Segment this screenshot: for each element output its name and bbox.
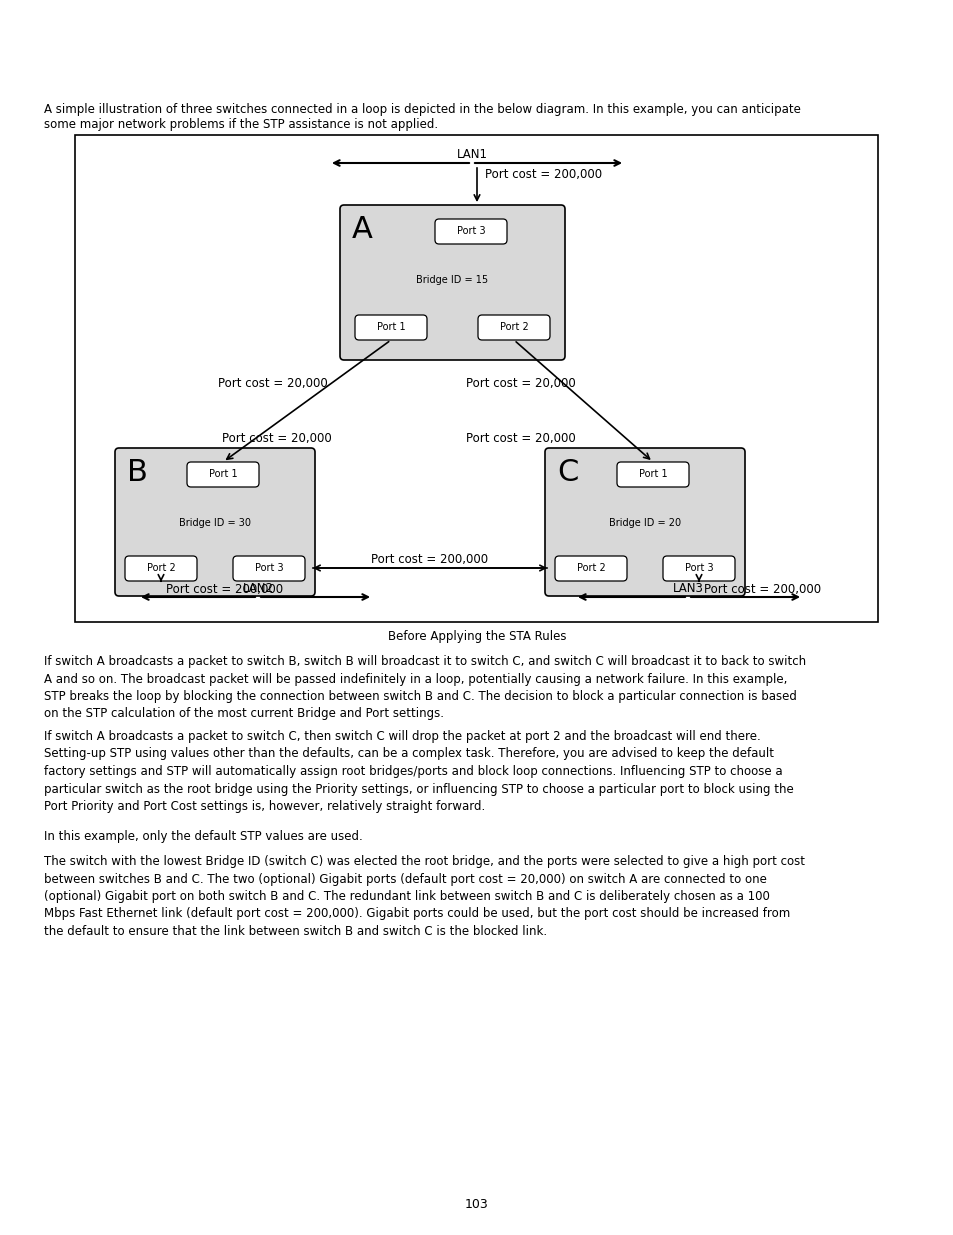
FancyBboxPatch shape: [544, 448, 744, 597]
Text: Port 3: Port 3: [254, 563, 283, 573]
Text: Port cost = 20,000: Port cost = 20,000: [218, 377, 328, 390]
FancyBboxPatch shape: [555, 556, 626, 580]
Text: Port cost = 20,000: Port cost = 20,000: [465, 432, 576, 445]
Text: Port 1: Port 1: [209, 469, 237, 479]
Text: Before Applying the STA Rules: Before Applying the STA Rules: [387, 630, 566, 643]
FancyBboxPatch shape: [125, 556, 196, 580]
Text: Bridge ID = 30: Bridge ID = 30: [179, 517, 251, 529]
Text: Port cost = 20,000: Port cost = 20,000: [222, 432, 332, 445]
Text: If switch A broadcasts a packet to switch B, switch B will broadcast it to switc: If switch A broadcasts a packet to switc…: [44, 655, 805, 720]
FancyBboxPatch shape: [477, 315, 550, 340]
FancyBboxPatch shape: [187, 462, 258, 487]
Text: Bridge ID = 20: Bridge ID = 20: [608, 517, 680, 529]
Text: Port 1: Port 1: [638, 469, 666, 479]
FancyBboxPatch shape: [339, 205, 564, 359]
Text: LAN3: LAN3: [672, 582, 702, 595]
Text: LAN2: LAN2: [242, 582, 274, 595]
Bar: [75, 135, 877, 622]
FancyBboxPatch shape: [115, 448, 314, 597]
Text: Port 3: Port 3: [456, 226, 485, 236]
Text: A: A: [352, 215, 373, 245]
Text: some major network problems if the STP assistance is not applied.: some major network problems if the STP a…: [44, 119, 437, 131]
Text: Port 2: Port 2: [576, 563, 605, 573]
Text: A simple illustration of three switches connected in a loop is depicted in the b: A simple illustration of three switches …: [44, 103, 800, 116]
FancyBboxPatch shape: [662, 556, 734, 580]
Text: Port 2: Port 2: [147, 563, 175, 573]
FancyBboxPatch shape: [617, 462, 688, 487]
Text: Port 2: Port 2: [499, 322, 528, 332]
Text: Port cost = 200,000: Port cost = 200,000: [166, 583, 283, 597]
Text: Port cost = 200,000: Port cost = 200,000: [484, 168, 601, 182]
Text: C: C: [557, 458, 578, 487]
Text: 103: 103: [465, 1198, 488, 1212]
FancyBboxPatch shape: [233, 556, 305, 580]
Text: Port cost = 200,000: Port cost = 200,000: [371, 553, 488, 566]
Text: If switch A broadcasts a packet to switch C, then switch C will drop the packet : If switch A broadcasts a packet to switc…: [44, 730, 793, 813]
Text: Bridge ID = 15: Bridge ID = 15: [416, 275, 488, 285]
Text: Port cost = 20,000: Port cost = 20,000: [465, 377, 576, 390]
Text: Port cost = 200,000: Port cost = 200,000: [703, 583, 821, 597]
Text: Port 3: Port 3: [684, 563, 713, 573]
FancyBboxPatch shape: [355, 315, 427, 340]
Text: LAN1: LAN1: [456, 148, 487, 161]
Text: The switch with the lowest Bridge ID (switch C) was elected the root bridge, and: The switch with the lowest Bridge ID (sw…: [44, 855, 804, 939]
Text: B: B: [127, 458, 148, 487]
Text: In this example, only the default STP values are used.: In this example, only the default STP va…: [44, 830, 362, 844]
Text: Port 1: Port 1: [376, 322, 405, 332]
FancyBboxPatch shape: [435, 219, 506, 245]
